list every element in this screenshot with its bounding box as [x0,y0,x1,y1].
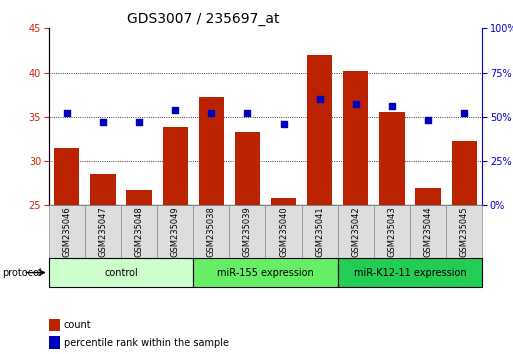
Bar [271,198,296,205]
Text: GSM235045: GSM235045 [460,206,469,257]
Point [243,110,251,116]
Bar [49,319,60,331]
Bar [379,113,405,205]
Text: miR-155 expression: miR-155 expression [217,268,314,278]
Bar [229,205,265,258]
Text: miR-K12-11 expression: miR-K12-11 expression [353,268,466,278]
Bar [265,205,302,258]
Bar [157,205,193,258]
Bar [307,55,332,205]
Text: GSM235040: GSM235040 [279,206,288,257]
Text: GSM235042: GSM235042 [351,206,360,257]
Text: GSM235041: GSM235041 [315,206,324,257]
Point [63,110,71,116]
Text: GSM235044: GSM235044 [424,206,432,257]
Bar [85,205,121,258]
Text: control: control [104,268,138,278]
Bar [193,205,229,258]
Bar [338,205,374,258]
Bar [54,148,80,205]
Point [315,96,324,102]
Bar [302,205,338,258]
Text: GSM235048: GSM235048 [134,206,144,257]
Bar [163,127,188,205]
Bar [126,190,152,205]
Point [171,107,179,113]
Text: count: count [64,320,91,330]
Bar [446,205,482,258]
Bar [121,205,157,258]
Bar [49,336,60,349]
Point [388,103,396,109]
Text: GSM235046: GSM235046 [62,206,71,257]
Point [207,110,215,116]
Point [99,119,107,125]
Text: GSM235038: GSM235038 [207,206,216,257]
Bar [410,205,446,258]
Point [424,118,432,123]
Bar [49,205,85,258]
Text: GSM235043: GSM235043 [387,206,397,257]
Point [460,110,468,116]
Bar [49,258,193,287]
Bar [338,258,482,287]
Bar [193,258,338,287]
Bar [235,132,260,205]
Bar [199,97,224,205]
Bar [451,141,477,205]
Bar [416,188,441,205]
Text: GSM235049: GSM235049 [171,206,180,257]
Text: GDS3007 / 235697_at: GDS3007 / 235697_at [127,12,279,26]
Bar [374,205,410,258]
Text: GSM235039: GSM235039 [243,206,252,257]
Point [135,119,143,125]
Text: percentile rank within the sample: percentile rank within the sample [64,338,229,348]
Text: GSM235047: GSM235047 [98,206,107,257]
Point [280,121,288,127]
Bar [90,175,115,205]
Point [352,102,360,107]
Text: protocol: protocol [3,268,42,278]
Bar [343,71,368,205]
